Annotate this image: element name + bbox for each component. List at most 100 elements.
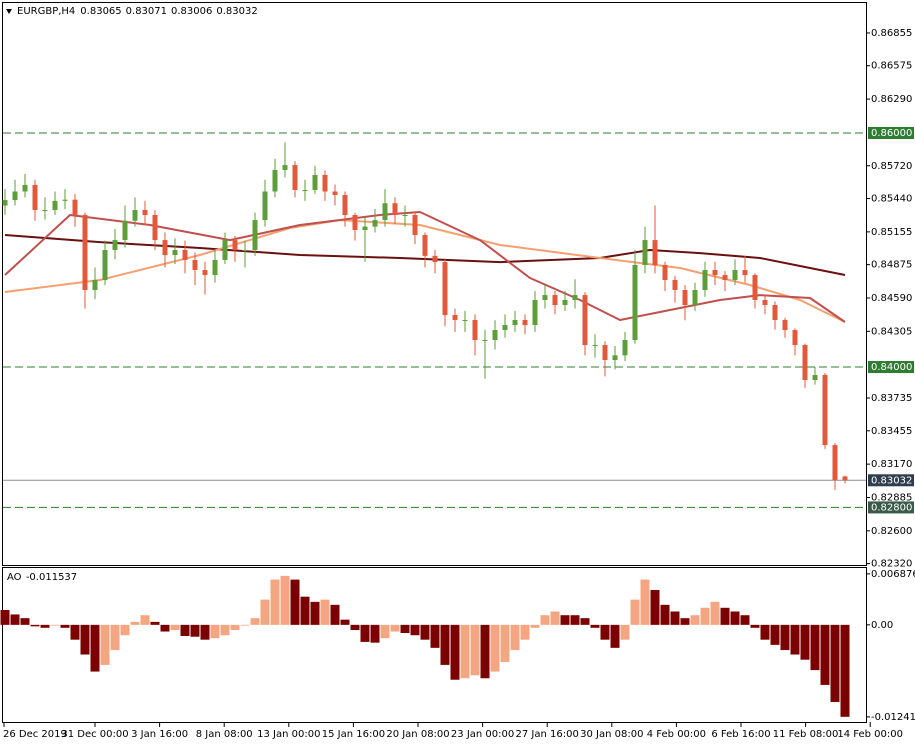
candle-body (452, 315, 458, 320)
ao-bar (740, 615, 750, 625)
ao-bar (630, 599, 640, 625)
ao-bar (830, 624, 840, 702)
x-tick-label: 3 Jan 16:00 (131, 729, 188, 740)
candle-body (82, 215, 88, 291)
candle-body (422, 235, 428, 256)
ao-bar (680, 618, 690, 625)
ao-bar (0, 610, 10, 625)
candle-body (712, 270, 718, 276)
ao-bar (480, 624, 490, 679)
candle-body (462, 319, 468, 321)
candle-body (92, 279, 98, 291)
ao-bar (810, 624, 820, 671)
candle-body (832, 445, 838, 481)
ao-bar (220, 624, 230, 636)
candle-body (402, 215, 408, 217)
ao-bar (150, 621, 160, 625)
ao-bar (450, 624, 460, 680)
ao-bar (790, 624, 800, 655)
ao-bar (490, 624, 500, 672)
candle-body (62, 199, 68, 201)
chart-header: EURGBP,H4 0.83065 0.83071 0.83006 0.83032 (17, 6, 258, 17)
ao-value: -0.011537 (26, 572, 77, 583)
candle-body (392, 203, 398, 216)
y-tick-label: 0.00 (871, 620, 893, 631)
ao-bar (560, 615, 570, 625)
ao-bar (110, 624, 120, 651)
candle-body (122, 220, 128, 241)
ao-bar (690, 615, 700, 625)
x-tick-label: 14 Feb 00:00 (837, 729, 903, 740)
ao-bar (470, 624, 480, 676)
ao-bar (260, 599, 270, 625)
current-price-label: 0.83032 (871, 475, 912, 486)
ao-bar (350, 624, 360, 631)
ao-bar (30, 624, 40, 627)
ao-bar (700, 607, 710, 625)
y-tick-label: 0.84875 (871, 260, 912, 271)
ao-bar (230, 624, 240, 631)
y-tick-label: 0.82320 (871, 559, 912, 570)
ao-bar (410, 624, 420, 636)
ao-bar (530, 624, 540, 628)
ao-title: AO (7, 572, 22, 583)
ao-bar (520, 624, 530, 640)
candle-body (272, 169, 278, 192)
ao-bar (160, 624, 170, 632)
ao-bar (460, 624, 470, 679)
candle-body (502, 325, 508, 331)
candle-body (722, 275, 728, 280)
candle-body (522, 319, 528, 326)
candle-body (842, 476, 848, 481)
y-tick-label: 0.86575 (871, 61, 912, 72)
x-tick-label: 20 Jan 08:00 (386, 729, 449, 740)
candle-body (182, 250, 188, 260)
ao-bar (430, 624, 440, 648)
ao-bar (70, 624, 80, 640)
candle-body (282, 165, 288, 170)
ao-bar (710, 601, 720, 625)
candle-body (2, 200, 8, 206)
ao-bar (650, 589, 660, 625)
candle-body (322, 175, 328, 192)
x-tick-label: 15 Jan 16:00 (322, 729, 385, 740)
candle-body (312, 175, 318, 190)
candle-body (472, 319, 478, 340)
y-tick-label: 0.85440 (871, 194, 912, 205)
candle-body (762, 299, 768, 306)
ao-bar (840, 624, 850, 717)
ao-bar (170, 624, 180, 631)
candle-body (552, 295, 558, 306)
ao-bar (550, 611, 560, 625)
ao-bar (800, 624, 810, 660)
ao-bar (80, 624, 90, 655)
candle-body (292, 165, 298, 190)
candle-body (602, 345, 608, 360)
x-tick-label: 8 Jan 08:00 (196, 729, 253, 740)
ao-bar (60, 624, 70, 628)
y-tick-label: 0.83455 (871, 426, 912, 437)
candle-body (632, 264, 638, 340)
ao-bar (270, 579, 280, 625)
ao-panel (2, 567, 867, 723)
ao-bar (770, 624, 780, 645)
current-price-box (868, 474, 914, 487)
candle-body (22, 184, 28, 192)
y-tick-label: 0.83735 (871, 393, 912, 404)
candle-body (442, 262, 448, 316)
ao-bar (580, 618, 590, 625)
symbol: EURGBP,H4 (17, 6, 75, 17)
ao-bar (500, 624, 510, 662)
candle-body (642, 240, 648, 265)
candle-body (732, 270, 738, 280)
ao-bar (620, 624, 630, 640)
y-tick-label: 0.86855 (871, 28, 912, 39)
candle-body (622, 339, 628, 356)
ao-bar (210, 624, 220, 639)
candle-body (512, 319, 518, 326)
ao-bar (440, 624, 450, 665)
ao-bar (90, 624, 100, 672)
menu-arrow[interactable] (6, 9, 12, 14)
ao-bar (100, 624, 110, 665)
candle-body (772, 305, 778, 320)
